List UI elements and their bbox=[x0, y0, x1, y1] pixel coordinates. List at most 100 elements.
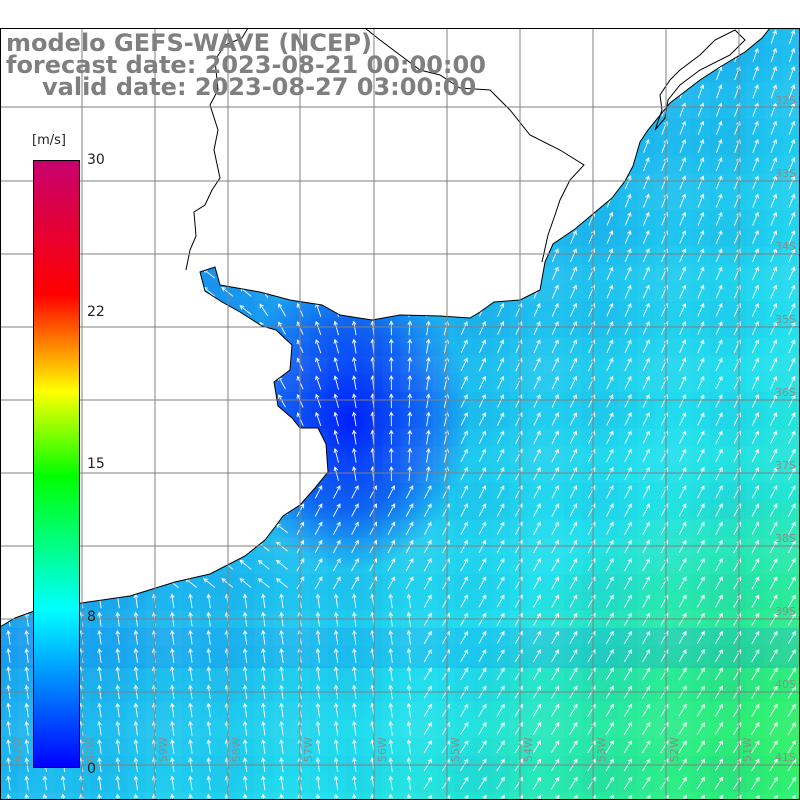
arrow-icon bbox=[678, 794, 687, 800]
arrow-icon bbox=[569, 521, 578, 535]
arrow-icon bbox=[751, 557, 760, 572]
arrow-icon bbox=[752, 84, 759, 99]
arrow-icon bbox=[679, 138, 687, 153]
arrow-icon bbox=[642, 412, 650, 426]
arrow-icon bbox=[352, 593, 357, 609]
arrow-icon bbox=[478, 630, 487, 645]
arrow-icon bbox=[788, 375, 796, 390]
arrow-icon bbox=[569, 412, 578, 426]
arrow-icon bbox=[60, 775, 66, 791]
arrow-icon bbox=[551, 521, 559, 535]
arrow-icon bbox=[423, 740, 432, 754]
arrow-icon bbox=[333, 393, 339, 409]
arrow-icon bbox=[551, 539, 559, 554]
arrow-icon bbox=[769, 539, 778, 554]
arrow-icon bbox=[697, 503, 705, 517]
arrow-icon bbox=[406, 666, 412, 682]
arrow-icon bbox=[605, 740, 614, 754]
arrow-icon bbox=[425, 466, 431, 481]
arrow-icon bbox=[769, 630, 778, 645]
arrow-icon bbox=[460, 448, 468, 463]
arrow-icon bbox=[770, 375, 778, 390]
arrow-icon bbox=[279, 593, 284, 609]
arrow-icon bbox=[407, 447, 413, 463]
arrow-icon bbox=[715, 339, 723, 354]
arrow-icon bbox=[460, 703, 469, 717]
arrow-icon bbox=[551, 703, 560, 717]
arrow-icon bbox=[459, 776, 469, 790]
arrow-icon bbox=[569, 503, 578, 517]
arrow-icon bbox=[570, 248, 577, 263]
lon-label: 60W bbox=[84, 737, 97, 762]
arrow-icon bbox=[515, 302, 523, 317]
arrow-icon bbox=[314, 557, 323, 572]
arrow-icon bbox=[770, 175, 778, 190]
arrow-icon bbox=[496, 430, 505, 444]
arrow-icon bbox=[770, 321, 778, 335]
arrow-icon bbox=[697, 266, 705, 281]
arrow-icon bbox=[478, 576, 487, 590]
arrow-icon bbox=[496, 466, 505, 481]
arrow-icon bbox=[532, 721, 542, 735]
arrow-icon bbox=[715, 503, 723, 517]
arrow-icon bbox=[133, 648, 139, 663]
arrow-icon bbox=[623, 721, 633, 735]
arrow-icon bbox=[642, 485, 650, 499]
arrow-icon bbox=[24, 629, 30, 645]
arrow-icon bbox=[425, 356, 431, 372]
arrow-icon bbox=[642, 703, 651, 717]
arrow-icon bbox=[351, 539, 359, 554]
arrow-icon bbox=[606, 466, 614, 481]
arrow-icon bbox=[697, 211, 705, 226]
arrow-icon bbox=[751, 576, 760, 590]
arrow-icon bbox=[387, 539, 396, 554]
arrow-icon bbox=[314, 576, 323, 590]
colorbar-unit: [m/s] bbox=[32, 133, 66, 148]
arrow-icon bbox=[606, 412, 614, 426]
arrow-icon bbox=[460, 594, 468, 608]
arrow-icon bbox=[678, 503, 687, 517]
arrow-icon bbox=[206, 775, 212, 791]
arrow-icon bbox=[242, 775, 248, 791]
arrow-icon bbox=[406, 593, 412, 609]
arrow-icon bbox=[642, 466, 650, 481]
arrow-icon bbox=[425, 447, 431, 463]
arrow-icon bbox=[333, 466, 339, 481]
arrow-icon bbox=[239, 305, 252, 315]
arrow-icon bbox=[115, 702, 121, 718]
arrow-icon bbox=[551, 557, 559, 572]
arrow-icon bbox=[660, 576, 669, 590]
arrow-icon bbox=[279, 775, 284, 791]
arrow-icon bbox=[697, 357, 705, 372]
arrow-icon bbox=[478, 740, 487, 754]
arrow-icon bbox=[569, 302, 577, 317]
arrow-icon bbox=[751, 430, 760, 444]
arrow-icon bbox=[314, 503, 323, 517]
arrow-icon bbox=[606, 448, 614, 463]
arrow-icon bbox=[188, 629, 193, 645]
arrow-icon bbox=[752, 175, 759, 190]
field-cell bbox=[782, 792, 800, 800]
arrow-icon bbox=[496, 412, 505, 426]
arrow-icon bbox=[425, 375, 431, 390]
arrow-icon bbox=[242, 593, 248, 609]
arrow-icon bbox=[752, 284, 759, 299]
arrow-icon bbox=[278, 394, 286, 408]
arrow-icon bbox=[460, 466, 468, 481]
arrow-icon bbox=[642, 284, 650, 299]
arrow-icon bbox=[279, 793, 284, 800]
arrow-icon bbox=[388, 338, 394, 354]
arrow-icon bbox=[460, 375, 468, 390]
arrow-icon bbox=[170, 666, 175, 682]
arrow-icon bbox=[715, 466, 723, 481]
arrow-icon bbox=[170, 720, 175, 736]
arrow-icon bbox=[678, 539, 687, 554]
arrow-icon bbox=[642, 521, 650, 535]
arrow-icon bbox=[478, 339, 486, 354]
arrow-icon bbox=[206, 702, 212, 718]
arrow-icon bbox=[551, 393, 559, 408]
arrow-icon bbox=[624, 430, 632, 444]
arrow-icon bbox=[351, 521, 359, 535]
arrow-icon bbox=[788, 29, 796, 44]
field-cell bbox=[746, 792, 764, 800]
